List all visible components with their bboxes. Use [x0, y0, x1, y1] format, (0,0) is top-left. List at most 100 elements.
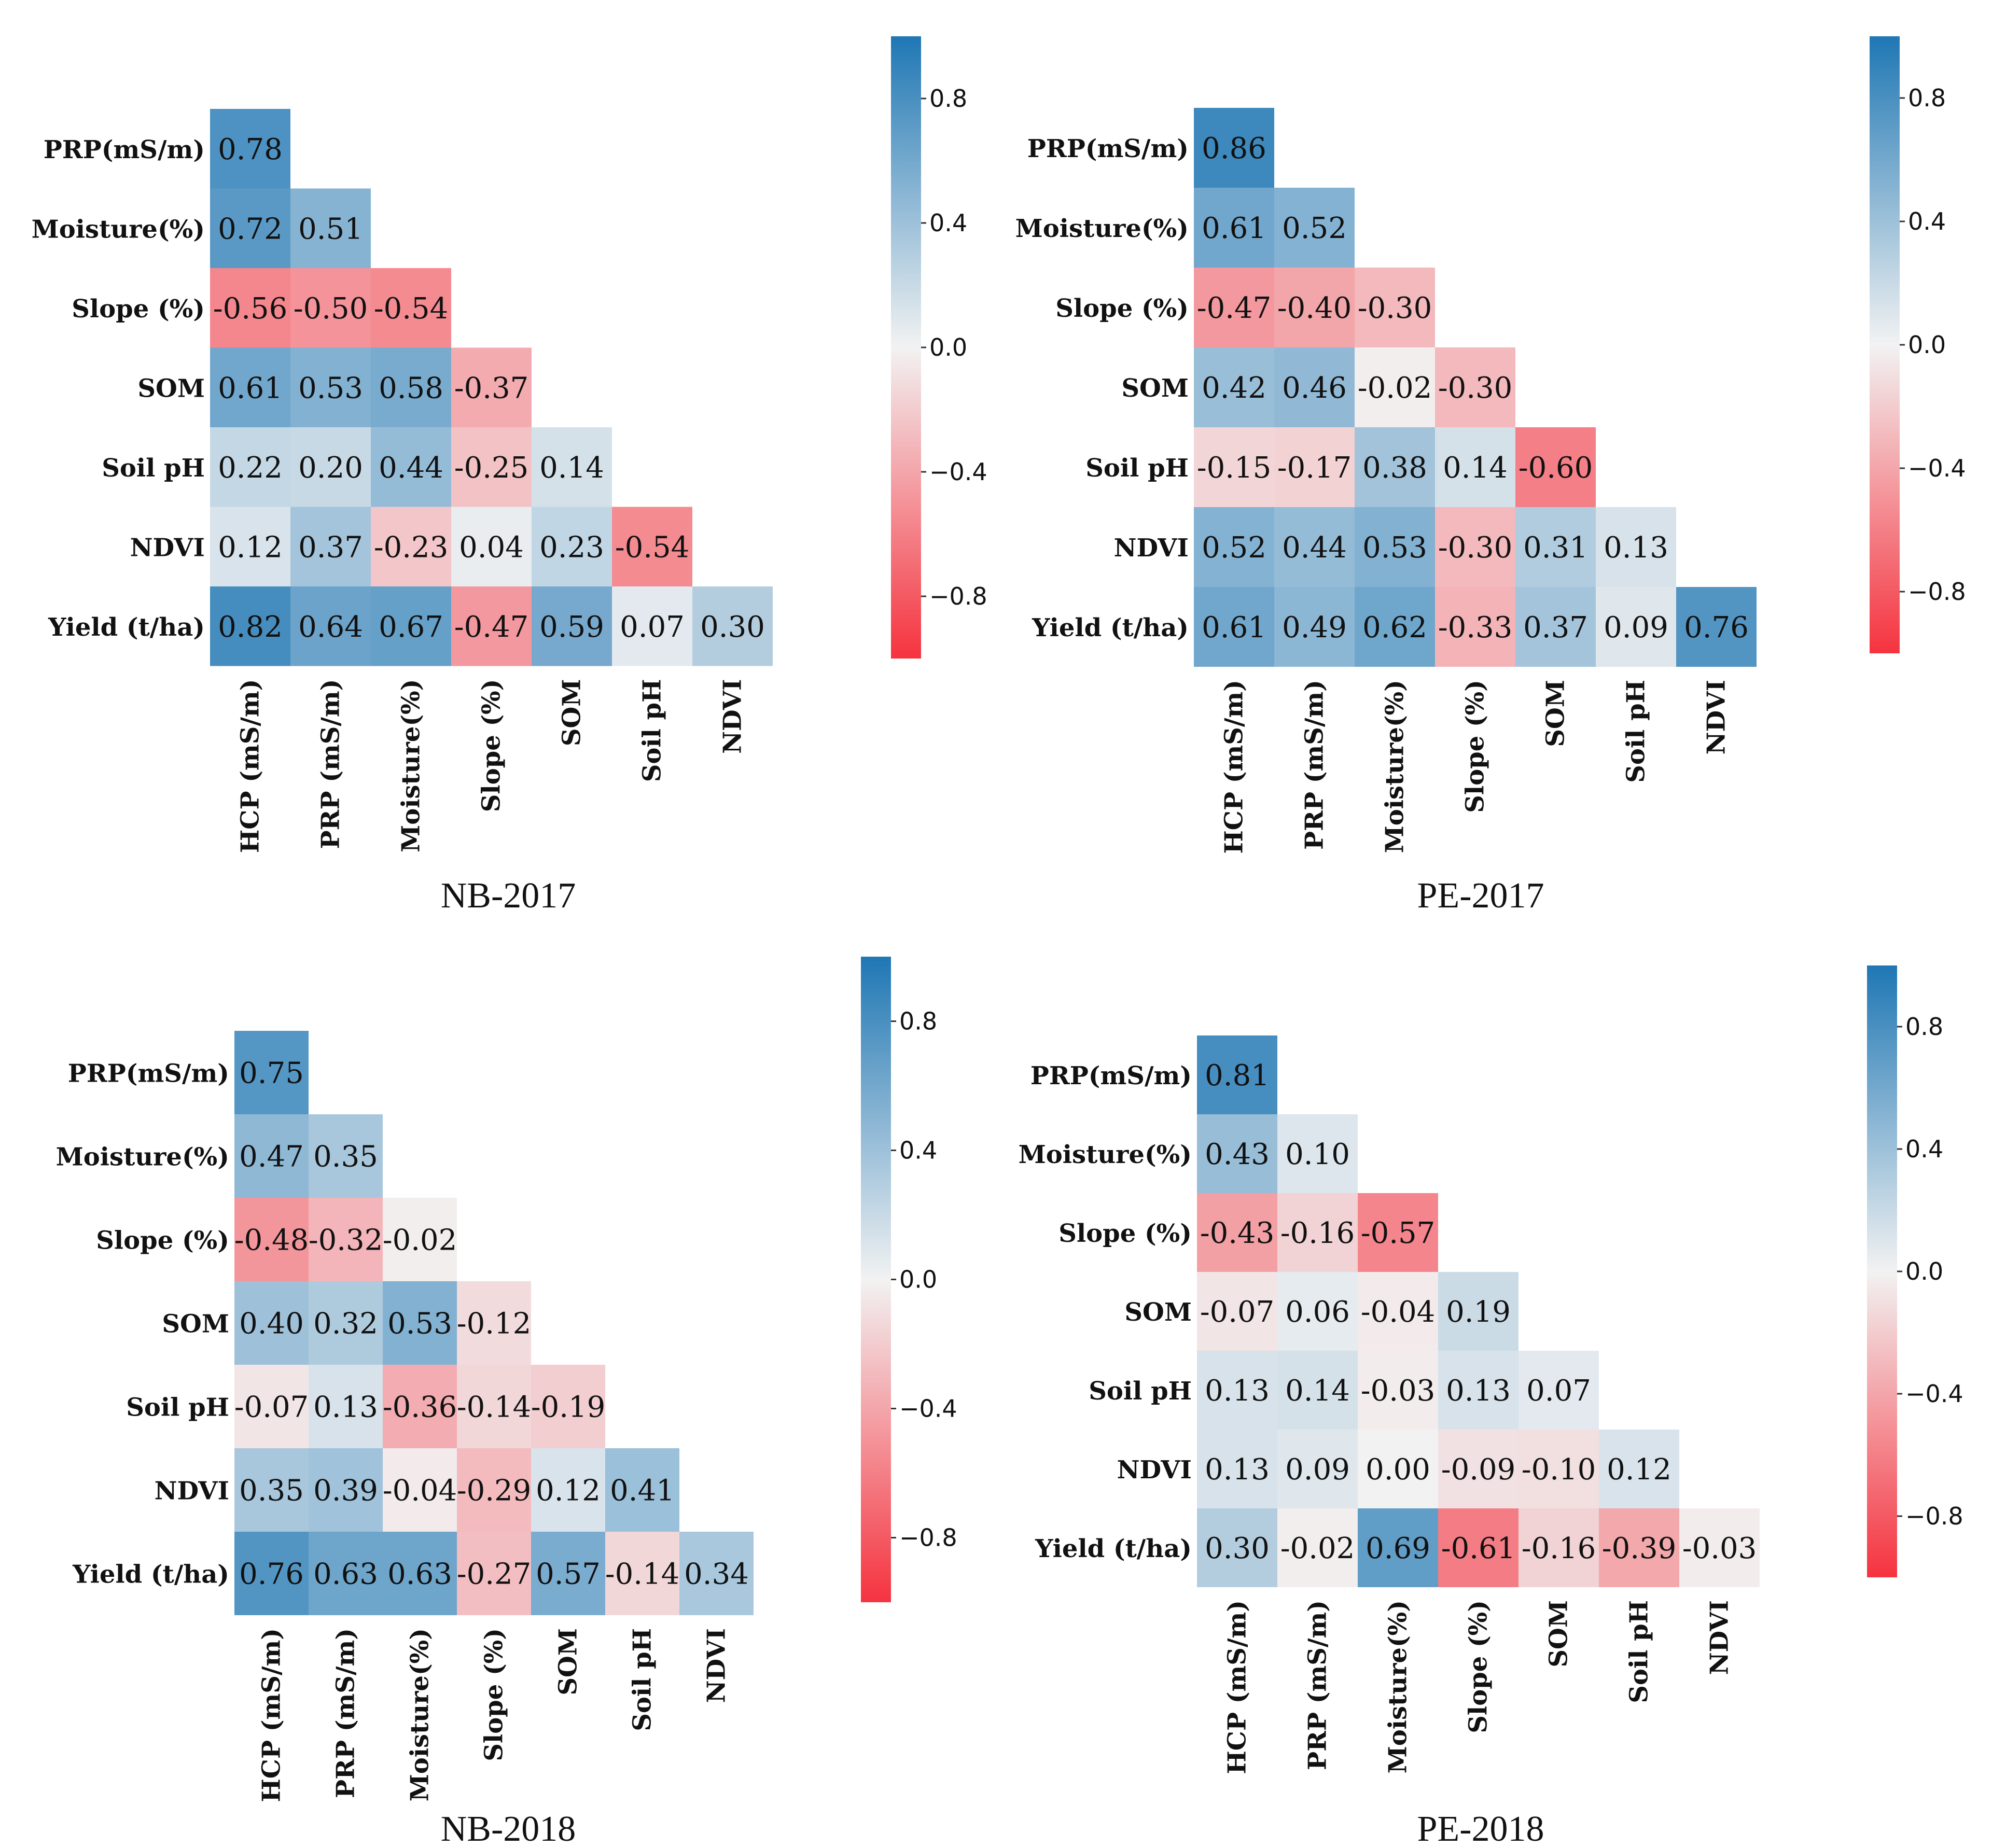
column-label: HCP (mS/m): [1220, 680, 1249, 854]
cell-value: -0.40: [1277, 291, 1352, 325]
cell-value: 0.61: [1202, 212, 1266, 245]
cell-value: -0.09: [1441, 1453, 1516, 1487]
column-label: NDVI: [1705, 1600, 1734, 1675]
column-label: NDVI: [718, 679, 747, 754]
heatmap-cell: [1194, 268, 1274, 347]
heatmap-cell: [371, 586, 451, 666]
colorbar: 0.8 0.4 0.0 −0.4 −0.8: [861, 957, 957, 1602]
heatmap-cell: [1194, 188, 1274, 268]
colorbar-tick-label: −0.8: [929, 582, 987, 610]
cell-value: 0.67: [379, 610, 443, 644]
cell-value: 0.52: [1202, 531, 1266, 565]
row-label: Yield (t/ha): [48, 613, 205, 642]
heatmap-cell: [679, 1532, 754, 1615]
heatmap-cell: [1599, 1430, 1679, 1508]
heatmap-cell: [1676, 587, 1757, 667]
colorbar-tick-label: 0.0: [899, 1266, 937, 1294]
column-label: SOM: [1541, 680, 1570, 747]
cell-value: -0.37: [454, 371, 529, 405]
cell-value: 0.61: [218, 371, 283, 405]
cell-value: -0.47: [1197, 291, 1272, 325]
row-label: SOM: [162, 1310, 229, 1339]
cell-value: 0.37: [1523, 611, 1588, 645]
cell-value: -0.54: [615, 530, 690, 564]
heatmap-cell: [532, 427, 612, 507]
heatmap-cell: [457, 1448, 531, 1532]
cell-value: 0.62: [1362, 611, 1427, 645]
cell-value: 0.30: [700, 610, 765, 644]
cell-value: 0.40: [239, 1307, 304, 1341]
row-label: Soil pH: [102, 454, 205, 483]
heatmap-cell: [1194, 347, 1274, 427]
column-label: Slope (%): [480, 1628, 509, 1761]
colorbar-tick-label: −0.4: [1905, 1380, 1963, 1408]
column-label: Soil pH: [628, 1628, 657, 1731]
colorbar-gradient: [891, 36, 921, 659]
panel-nb-2017: 0.780.72 0.51-0.56 -0.50 -0.540.61 0.53 0.58-…: [32, 36, 987, 916]
heatmap-grid: 0.780.72 0.51-0.56 -0.50 -0.540.61 0.53 0.58-…: [32, 109, 773, 853]
heatmap-cell: [1515, 507, 1596, 587]
heatmap-cell: [1358, 1272, 1438, 1351]
heatmap-cell: [1355, 268, 1435, 347]
column-label: SOM: [554, 1628, 583, 1696]
row-label: Slope (%): [1058, 1219, 1192, 1248]
panel-pe-2018: 0.810.43 0.10-0.43 -0.16 -0.57-0.07 0.06 -0.0…: [1019, 965, 1963, 1848]
cell-value: -0.50: [294, 292, 368, 326]
cell-value: -0.48: [234, 1224, 309, 1257]
heatmap-cell: [234, 1532, 309, 1615]
cell-value: 0.58: [379, 371, 443, 405]
cell-value: 0.31: [1523, 531, 1588, 565]
cell-value: -0.33: [1438, 611, 1513, 645]
column-label: Soil pH: [1622, 680, 1651, 783]
cell-value: -0.47: [454, 610, 529, 644]
cell-value: 0.22: [218, 451, 283, 485]
cell-value: 0.53: [1362, 531, 1427, 565]
cell-value: 0.69: [1366, 1532, 1430, 1565]
heatmap-cell: [210, 188, 290, 268]
column-label: NDVI: [1702, 680, 1731, 754]
cell-value: 0.44: [379, 451, 443, 485]
heatmap-cell: [1274, 427, 1355, 507]
row-label: NDVI: [130, 533, 205, 562]
heatmap-cell: [383, 1365, 457, 1448]
heatmap-cell: [371, 268, 451, 348]
heatmap-cell: [1519, 1351, 1599, 1430]
cell-value: -0.43: [1200, 1216, 1275, 1250]
heatmap-cell: [1194, 587, 1274, 667]
cell-value: 0.76: [1684, 611, 1749, 645]
row-label: SOM: [1124, 1298, 1192, 1327]
cell-value: 0.00: [1366, 1453, 1430, 1487]
row-label: Moisture(%): [56, 1143, 229, 1172]
cell-value: 0.81: [1205, 1059, 1270, 1093]
heatmap-cell: [1438, 1272, 1519, 1351]
cell-value: 0.35: [313, 1140, 378, 1174]
cell-value: 0.13: [313, 1391, 378, 1424]
cell-value: -0.14: [605, 1558, 680, 1591]
column-label: HCP (mS/m): [236, 679, 265, 853]
heatmap-cell: [451, 347, 532, 427]
heatmap-cell: [1358, 1193, 1438, 1272]
cell-value: -0.56: [213, 292, 288, 326]
colorbar-tick-label: 0.4: [899, 1137, 937, 1165]
colorbar-gradient: [1870, 36, 1900, 653]
heatmap-cell: [1194, 427, 1274, 507]
row-label: Yield (t/ha): [72, 1560, 229, 1589]
heatmap-cell: [612, 586, 692, 666]
heatmap-cell: [1277, 1193, 1358, 1272]
cell-value: 0.42: [1202, 371, 1266, 405]
column-label: HCP (mS/m): [1223, 1600, 1252, 1774]
cell-value: -0.02: [1280, 1532, 1355, 1565]
panel-title: PE-2017: [1417, 876, 1544, 916]
heatmap-cell: [1358, 1351, 1438, 1430]
cell-value: -0.19: [531, 1391, 606, 1424]
colorbar-tick-label: 0.0: [929, 333, 967, 361]
row-label: Slope (%): [1055, 294, 1189, 323]
colorbar-tick-label: −0.4: [1908, 454, 1966, 482]
colorbar-tick-label: 0.0: [1908, 331, 1946, 359]
heatmap-cell: [532, 507, 612, 586]
panel-title: NB-2018: [441, 1809, 576, 1848]
heatmap-cell: [210, 507, 290, 586]
heatmap-cell: [457, 1532, 531, 1615]
column-label: PRP (mS/m): [1300, 680, 1329, 850]
